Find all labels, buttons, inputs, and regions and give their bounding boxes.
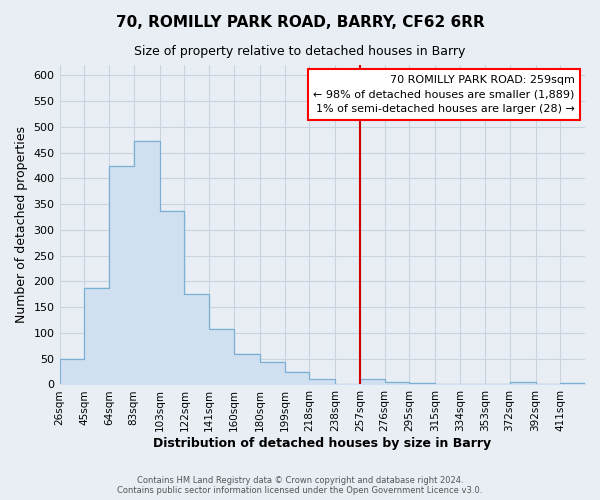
Y-axis label: Number of detached properties: Number of detached properties: [15, 126, 28, 323]
Text: 70, ROMILLY PARK ROAD, BARRY, CF62 6RR: 70, ROMILLY PARK ROAD, BARRY, CF62 6RR: [116, 15, 484, 30]
Text: Size of property relative to detached houses in Barry: Size of property relative to detached ho…: [134, 45, 466, 58]
X-axis label: Distribution of detached houses by size in Barry: Distribution of detached houses by size …: [153, 437, 491, 450]
Text: 70 ROMILLY PARK ROAD: 259sqm
← 98% of detached houses are smaller (1,889)
1% of : 70 ROMILLY PARK ROAD: 259sqm ← 98% of de…: [313, 74, 574, 114]
Text: Contains HM Land Registry data © Crown copyright and database right 2024.
Contai: Contains HM Land Registry data © Crown c…: [118, 476, 482, 495]
